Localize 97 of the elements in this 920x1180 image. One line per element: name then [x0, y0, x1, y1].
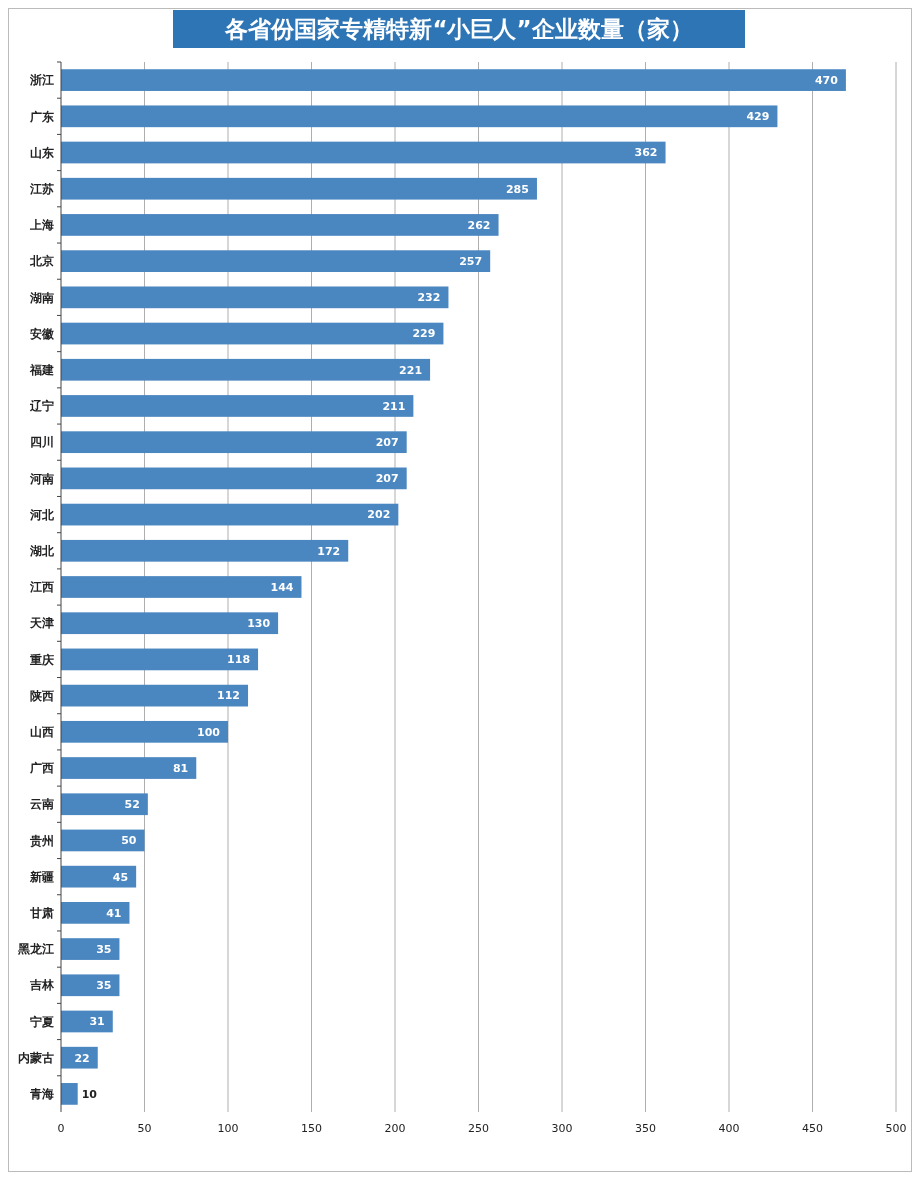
y-tick-label: 浙江: [29, 73, 54, 88]
y-tick-label: 北京: [29, 254, 54, 269]
bar: [61, 322, 444, 345]
x-tick-label: 500: [885, 1121, 907, 1135]
bar: [61, 829, 145, 852]
y-tick-label: 江西: [29, 580, 54, 595]
y-tick-label: 福建: [29, 362, 54, 377]
x-tick-label: 350: [635, 1121, 656, 1135]
bar: [61, 902, 130, 924]
bar: [61, 576, 302, 598]
bar: [61, 250, 491, 272]
data-label: 429: [746, 110, 770, 124]
y-tick-label: 上海: [29, 218, 54, 233]
data-label: 35: [96, 979, 112, 993]
y-tick-label: 四川: [30, 435, 54, 450]
y-tick-label: 吉林: [29, 978, 55, 993]
data-label: 285: [505, 182, 529, 196]
bar: [61, 757, 197, 779]
bar: [61, 648, 259, 671]
bar: [61, 684, 249, 707]
bar: [61, 938, 120, 960]
bar: [61, 467, 407, 490]
y-tick-label: 广东: [29, 109, 54, 124]
data-label: 112: [217, 689, 241, 703]
data-label: 144: [270, 580, 294, 594]
bar: [61, 141, 666, 164]
y-tick-label: 黑龙江: [17, 942, 54, 957]
bar: [61, 793, 148, 816]
x-tick-label: 300: [551, 1121, 573, 1135]
data-label: 41: [106, 906, 122, 920]
data-label: 262: [467, 218, 491, 232]
data-label: 470: [814, 73, 839, 87]
bar: [61, 395, 414, 417]
x-tick-label: 200: [384, 1121, 406, 1135]
y-tick-label: 湖南: [29, 290, 54, 305]
x-tick-label: 450: [802, 1121, 823, 1135]
x-tick-label: 150: [301, 1121, 322, 1135]
y-tick-label: 青海: [29, 1087, 54, 1102]
y-tick-label: 重庆: [29, 652, 54, 667]
data-label: 52: [124, 798, 140, 812]
data-label: 45: [112, 870, 129, 884]
data-label: 130: [247, 617, 271, 631]
bar: [61, 286, 449, 309]
bar: [61, 69, 846, 91]
y-tick-label: 内蒙古: [18, 1050, 54, 1065]
data-label: 118: [227, 653, 251, 667]
data-label: 202: [367, 508, 391, 522]
data-label: 172: [317, 544, 341, 558]
data-label: 35: [96, 942, 112, 956]
bar: [61, 214, 499, 236]
bar: [61, 105, 778, 128]
chart-title: 各省份国家专精特新“小巨人”企业数量（家）: [224, 16, 693, 43]
data-label: 50: [121, 834, 137, 848]
y-tick-label: 新疆: [29, 869, 54, 884]
bar: [61, 358, 431, 381]
bar: [61, 1083, 78, 1105]
x-tick-label: 100: [217, 1121, 239, 1135]
y-tick-label: 甘肃: [29, 906, 54, 921]
x-tick-label: 50: [137, 1121, 152, 1135]
y-tick-label: 山东: [30, 145, 54, 160]
data-label: 22: [74, 1051, 90, 1065]
bar: [61, 539, 349, 562]
bar: [61, 177, 537, 200]
data-label: 31: [89, 1015, 105, 1029]
bar: [61, 612, 279, 635]
data-label: 207: [375, 436, 399, 450]
data-label: 232: [417, 291, 441, 305]
y-tick-label: 天津: [29, 616, 54, 631]
y-tick-label: 河南: [29, 471, 54, 486]
bar: [61, 974, 120, 997]
data-label: 10: [81, 1087, 98, 1101]
y-tick-label: 江苏: [29, 181, 54, 196]
y-tick-label: 贵州: [29, 833, 54, 848]
y-tick-label: 湖北: [29, 543, 55, 558]
data-label: 257: [459, 254, 483, 268]
y-tick-label: 辽宁: [29, 399, 54, 414]
x-tick-label: 250: [468, 1121, 489, 1135]
data-label: 100: [197, 725, 221, 739]
data-label: 362: [634, 146, 658, 160]
y-tick-label: 安徽: [30, 326, 55, 341]
y-tick-label: 宁夏: [30, 1014, 54, 1029]
x-tick-label: 0: [57, 1121, 65, 1135]
y-tick-label: 广西: [29, 761, 54, 776]
data-label: 211: [382, 399, 406, 413]
y-tick-label: 云南: [30, 797, 54, 812]
data-label: 221: [399, 363, 423, 377]
y-tick-label: 山西: [30, 725, 54, 740]
data-label: 207: [375, 472, 399, 486]
data-label: 81: [172, 761, 189, 775]
y-tick-label: 河北: [29, 507, 55, 522]
bar: [61, 720, 228, 743]
x-tick-label: 400: [718, 1121, 740, 1135]
y-tick-label: 陕西: [30, 688, 54, 703]
bar: [61, 503, 399, 526]
bar: [61, 431, 407, 454]
data-label: 229: [412, 327, 436, 341]
bar: [61, 865, 137, 888]
